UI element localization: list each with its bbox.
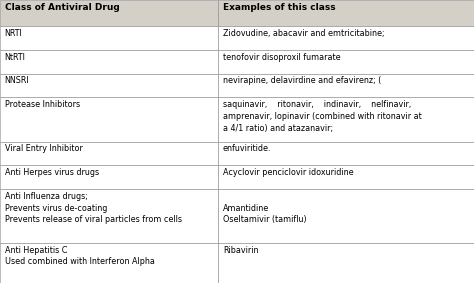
Text: Ribavirin: Ribavirin <box>223 246 258 255</box>
Bar <box>0 189 218 243</box>
Bar <box>0 97 218 142</box>
Text: Anti Herpes virus drugs: Anti Herpes virus drugs <box>5 168 99 177</box>
Text: NtRTI: NtRTI <box>5 53 26 62</box>
Bar <box>0 26 218 50</box>
Bar <box>0 243 218 283</box>
Text: Viral Entry Inhibitor: Viral Entry Inhibitor <box>5 144 82 153</box>
Text: Zidovudine, abacavir and emtricitabine;: Zidovudine, abacavir and emtricitabine; <box>223 29 384 38</box>
Text: Anti Influenza drugs;
Prevents virus de-coating
Prevents release of viral partic: Anti Influenza drugs; Prevents virus de-… <box>5 192 182 224</box>
Text: Examples of this class: Examples of this class <box>223 3 336 12</box>
Bar <box>0 165 218 189</box>
Bar <box>218 165 474 189</box>
Text: NRTI: NRTI <box>5 29 22 38</box>
Bar <box>0 142 218 165</box>
Text: nevirapine, delavirdine and efavirenz; (: nevirapine, delavirdine and efavirenz; ( <box>223 76 381 85</box>
Text: Class of Antiviral Drug: Class of Antiviral Drug <box>5 3 119 12</box>
Bar <box>218 189 474 243</box>
Bar <box>0 74 218 97</box>
Bar <box>0 50 218 74</box>
Text: enfuviritide.: enfuviritide. <box>223 144 271 153</box>
Text: NNSRI: NNSRI <box>5 76 29 85</box>
Bar <box>0 0 218 26</box>
Bar <box>218 0 474 26</box>
Text: saquinavir,    ritonavir,    indinavir,    nelfinavir,
amprenavir, lopinavir (co: saquinavir, ritonavir, indinavir, nelfin… <box>223 100 421 133</box>
Text: Protease Inhibitors: Protease Inhibitors <box>5 100 80 109</box>
Text: Acyclovir penciclovir idoxuridine: Acyclovir penciclovir idoxuridine <box>223 168 354 177</box>
Bar <box>218 142 474 165</box>
Text: tenofovir disoproxil fumarate: tenofovir disoproxil fumarate <box>223 53 340 62</box>
Bar <box>218 74 474 97</box>
Text: Amantidine
Oseltamivir (tamiflu): Amantidine Oseltamivir (tamiflu) <box>223 192 306 224</box>
Bar <box>218 243 474 283</box>
Text: Anti Hepatitis C
Used combined with Interferon Alpha: Anti Hepatitis C Used combined with Inte… <box>5 246 155 266</box>
Bar <box>218 50 474 74</box>
Bar <box>218 97 474 142</box>
Bar <box>218 26 474 50</box>
